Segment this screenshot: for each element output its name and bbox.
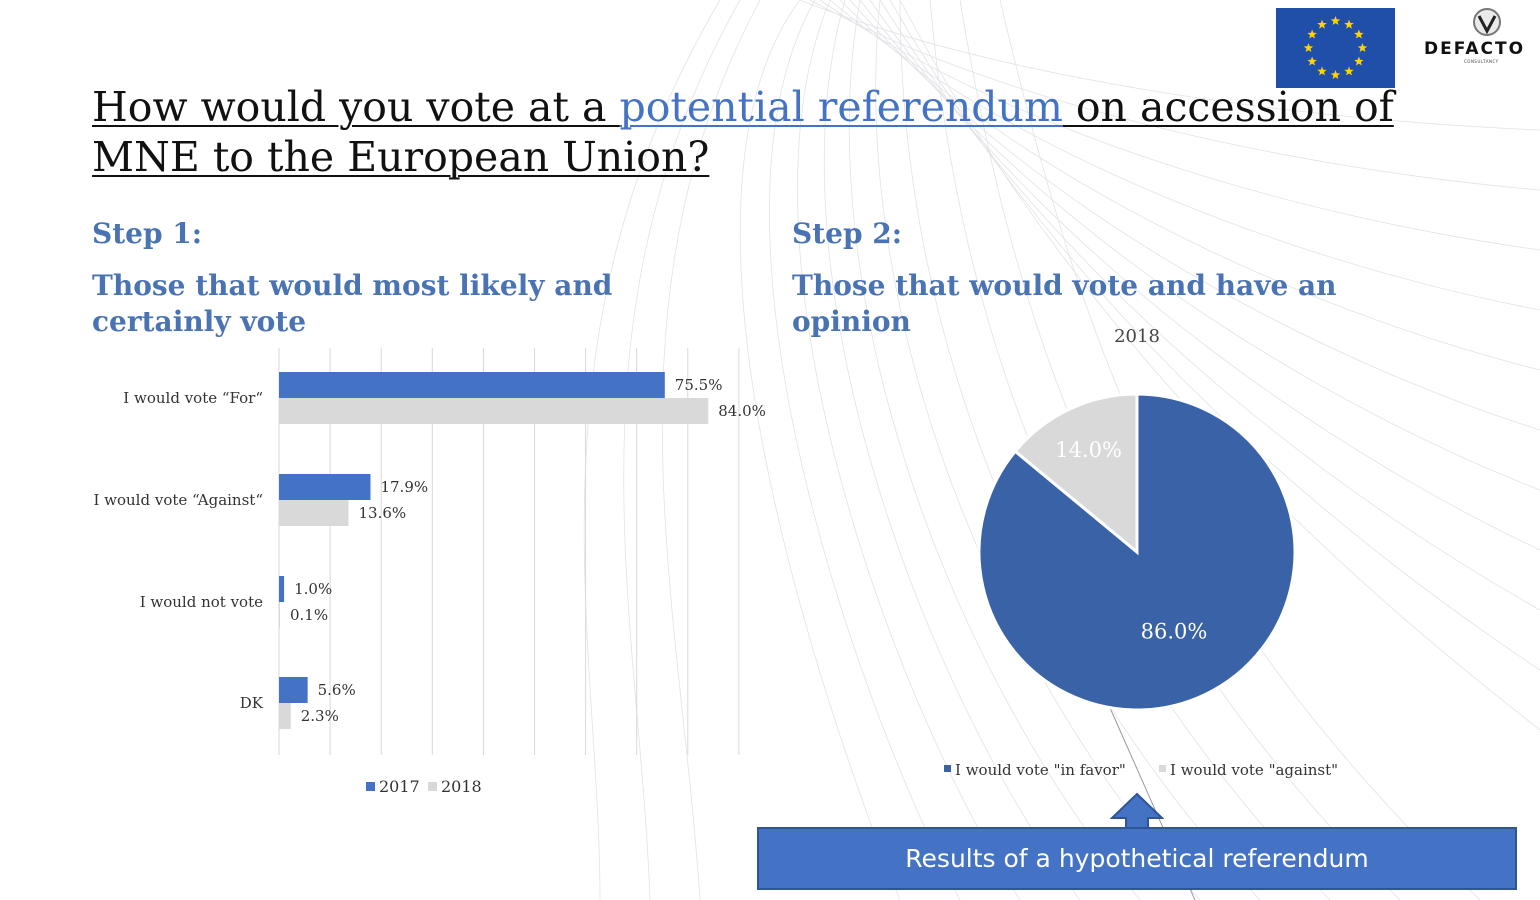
eu-star bbox=[1354, 56, 1364, 66]
step1-subheading: Those that would most likely and certain… bbox=[92, 269, 613, 338]
legend-swatch-2017 bbox=[366, 782, 375, 791]
eu-star bbox=[1307, 56, 1317, 66]
step2-heading: Step 2: bbox=[792, 217, 903, 250]
eu-star bbox=[1344, 19, 1354, 29]
pie-title: 2018 bbox=[1114, 326, 1160, 347]
page-title: How would you vote at a potential refere… bbox=[92, 82, 1452, 182]
bar-data-label: 1.0% bbox=[294, 580, 332, 598]
bar-2017 bbox=[279, 372, 665, 398]
pie-data-label: 14.0% bbox=[1055, 438, 1122, 462]
bar-2018 bbox=[279, 703, 291, 729]
callout-arrow-icon bbox=[1110, 792, 1164, 830]
bar-data-label: 2.3% bbox=[301, 707, 339, 725]
bar-2017 bbox=[279, 576, 285, 602]
pie-legend-label: I would vote "against" bbox=[1170, 761, 1338, 779]
pie-legend-swatch bbox=[944, 765, 951, 772]
legend-label-2018: 2018 bbox=[441, 777, 482, 796]
eu-star bbox=[1303, 43, 1314, 52]
pie-slice bbox=[1013, 392, 1139, 556]
eu-star bbox=[1317, 66, 1327, 76]
bar-category-label: I would not vote bbox=[140, 593, 263, 611]
bar-2018 bbox=[279, 398, 709, 424]
callout-text: Results of a hypothetical referendum bbox=[905, 844, 1369, 873]
bar-category-label: DK bbox=[240, 694, 264, 712]
eu-star bbox=[1317, 19, 1327, 29]
bar-category-label: I would vote “Against“ bbox=[93, 491, 263, 509]
bar-category-label: I would vote “For“ bbox=[123, 389, 263, 407]
bar-2018 bbox=[279, 602, 280, 628]
pie-data-label: 86.0% bbox=[1141, 620, 1208, 644]
legend-label-2017: 2017 bbox=[379, 777, 420, 796]
callout-box: Results of a hypothetical referendum bbox=[757, 827, 1517, 890]
title-accent: potential referendum bbox=[619, 83, 1063, 131]
bar-data-label: 75.5% bbox=[675, 376, 723, 394]
pie-legend-swatch bbox=[1159, 765, 1166, 772]
eu-star bbox=[1357, 43, 1368, 52]
defacto-brand-text: DEFACTO bbox=[1424, 39, 1526, 59]
title-part-2: on accession of MNE to the European Unio… bbox=[92, 83, 1394, 181]
bar-2017 bbox=[279, 474, 371, 500]
eu-star bbox=[1330, 16, 1341, 25]
defacto-brand-subtext: CONSULTANCY bbox=[1464, 59, 1499, 64]
legend-swatch-2018 bbox=[428, 782, 437, 791]
bar-data-label: 0.1% bbox=[290, 606, 328, 624]
eu-flag-logo bbox=[1276, 8, 1395, 88]
defacto-emblem-icon bbox=[1473, 8, 1501, 36]
eu-star bbox=[1307, 29, 1317, 39]
bar-data-label: 5.6% bbox=[318, 681, 356, 699]
bar-data-label: 84.0% bbox=[718, 402, 766, 420]
defacto-logo: DEFACTO CONSULTANCY bbox=[1420, 6, 1540, 68]
bar-2017 bbox=[279, 677, 308, 703]
bar-2018 bbox=[279, 500, 349, 526]
pie-legend-label: I would vote "in favor" bbox=[955, 761, 1126, 779]
title-part-1: How would you vote at a bbox=[92, 83, 620, 131]
bar-data-label: 17.9% bbox=[380, 478, 428, 496]
eu-star bbox=[1330, 70, 1341, 79]
eu-star bbox=[1354, 29, 1364, 39]
step1-heading: Step 1: bbox=[92, 217, 203, 250]
eu-star bbox=[1344, 66, 1354, 76]
step2-subheading: Those that would vote and have an opinio… bbox=[792, 269, 1337, 338]
bar-data-label: 13.6% bbox=[358, 504, 406, 522]
